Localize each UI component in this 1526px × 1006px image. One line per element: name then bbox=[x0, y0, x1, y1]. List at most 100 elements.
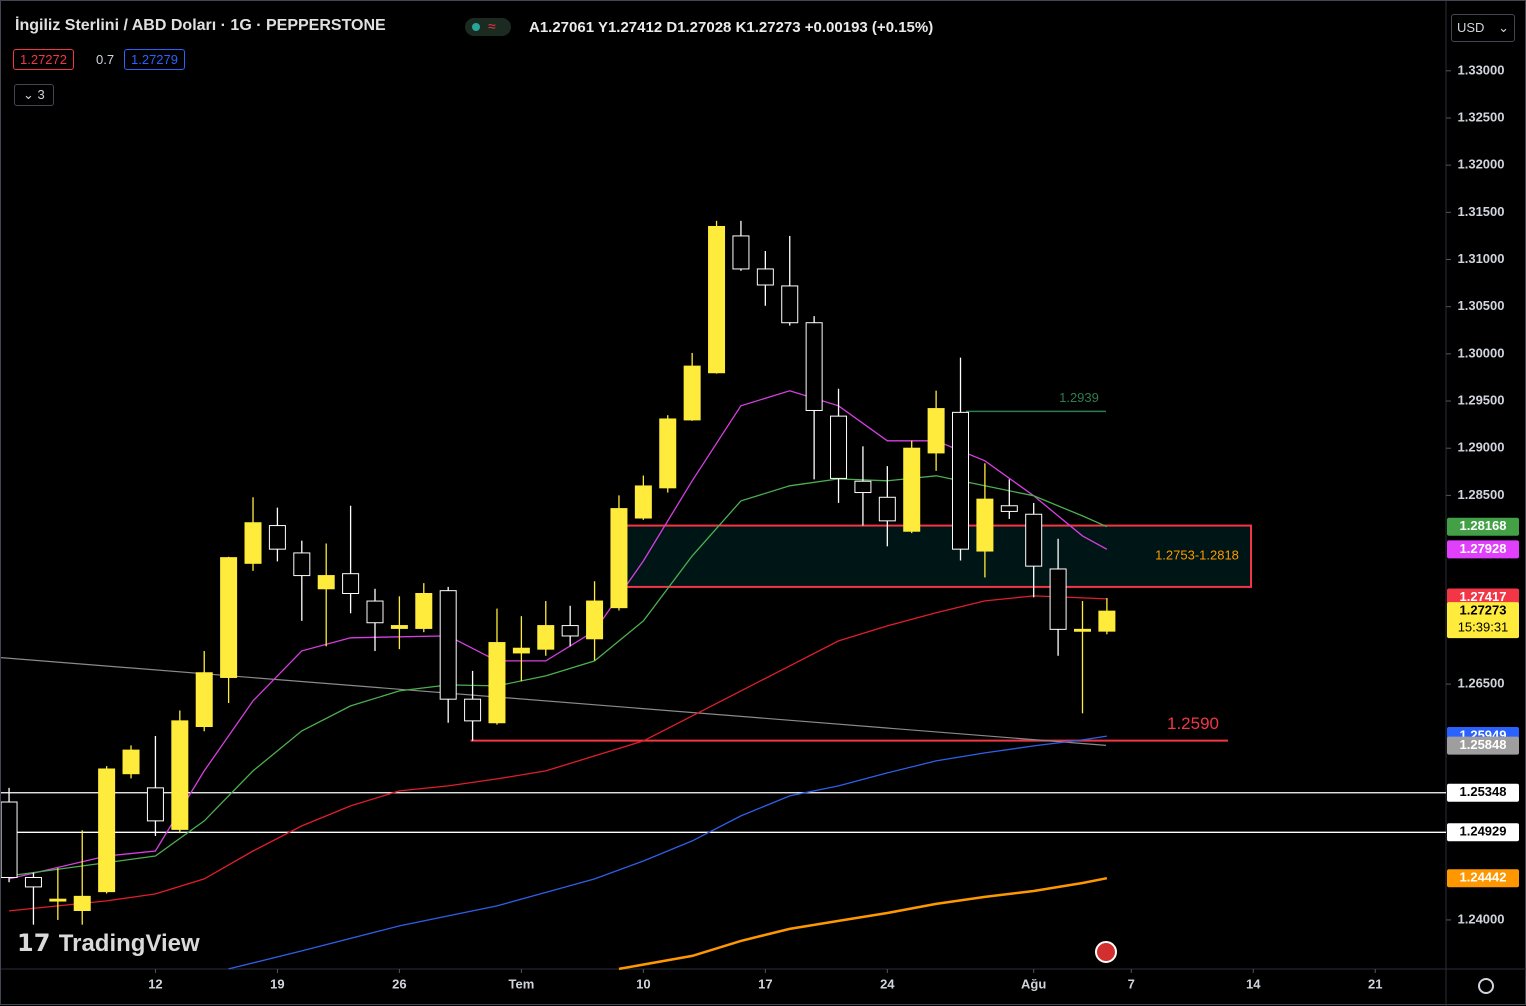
price-badge-label: 1.25348 bbox=[1460, 784, 1507, 799]
candle-body bbox=[1073, 628, 1091, 632]
candle-body bbox=[854, 480, 872, 494]
candle-body bbox=[171, 720, 189, 830]
y-tick-label: 1.31000 bbox=[1458, 251, 1505, 266]
currency: USD bbox=[1457, 20, 1485, 35]
candle-body bbox=[268, 525, 286, 550]
price-badge bbox=[1447, 588, 1519, 607]
candle-body bbox=[24, 876, 42, 888]
y-tick-label: 1.32000 bbox=[1458, 157, 1505, 172]
moving-average bbox=[228, 735, 1108, 970]
y-tick-label: 1.30500 bbox=[1458, 298, 1505, 313]
logo: 𝟭𝟳 TradingView bbox=[17, 929, 200, 957]
price-badge bbox=[1447, 783, 1519, 802]
candle-body bbox=[439, 590, 457, 700]
moving-average bbox=[618, 876, 1108, 971]
x-tick-label: 14 bbox=[1246, 976, 1261, 991]
logo-text: TradingView bbox=[58, 930, 200, 957]
candle-body bbox=[756, 268, 774, 286]
support-label: 1.2590 bbox=[1167, 714, 1219, 733]
indicators-toggle[interactable]: ⌄ 3 bbox=[14, 84, 54, 106]
sell-price[interactable]: 1.27272 bbox=[13, 49, 74, 70]
candle-body bbox=[1025, 513, 1043, 567]
trendline bbox=[1, 657, 1107, 746]
candle-body bbox=[293, 552, 311, 577]
candle-body bbox=[732, 235, 750, 270]
candle-body bbox=[659, 418, 677, 489]
x-tick-label: 7 bbox=[1128, 976, 1135, 991]
price-badge-label: 1.27928 bbox=[1460, 541, 1507, 556]
candle-body bbox=[390, 625, 408, 629]
candle-body bbox=[903, 447, 921, 532]
candle-body bbox=[1000, 505, 1018, 512]
candle-body bbox=[805, 322, 823, 411]
candle-body bbox=[512, 647, 530, 654]
x-tick-label: Ağu bbox=[1021, 976, 1046, 991]
x-tick-label: 21 bbox=[1368, 976, 1382, 991]
candle-body bbox=[195, 672, 213, 728]
x-tick-label: Tem bbox=[508, 976, 534, 991]
candle-body bbox=[878, 496, 896, 522]
status: ≈ bbox=[465, 18, 511, 36]
candle-body bbox=[98, 768, 116, 893]
y-tick-label: 1.31500 bbox=[1458, 204, 1505, 219]
currency-select[interactable]: USD ⌄ bbox=[1451, 14, 1515, 42]
candle-body bbox=[537, 625, 555, 650]
target-label: 1.2939 bbox=[1059, 390, 1099, 405]
event-flag bbox=[1095, 941, 1117, 963]
x-tick-label: 17 bbox=[758, 976, 772, 991]
candle-body bbox=[781, 285, 799, 324]
x-tick-label: 26 bbox=[392, 976, 406, 991]
y-tick-label: 1.33000 bbox=[1458, 62, 1505, 77]
ohlc: A1.27061 Y1.27412 D1.27028 K1.27273 +0.0… bbox=[529, 19, 934, 36]
candle-body bbox=[952, 411, 970, 550]
price-badge bbox=[1447, 736, 1519, 755]
candle-body bbox=[342, 573, 360, 594]
candle-body bbox=[464, 698, 482, 722]
candle-body bbox=[73, 895, 91, 912]
candle-body bbox=[634, 485, 652, 519]
zone bbox=[617, 524, 1252, 588]
settings-icon bbox=[1478, 978, 1494, 994]
candle-body bbox=[1098, 610, 1116, 632]
candle-body bbox=[708, 225, 726, 374]
candle-body bbox=[244, 522, 262, 564]
price-badge bbox=[1447, 602, 1519, 639]
candle-body bbox=[586, 600, 604, 640]
symbol-title[interactable]: İngiliz Sterlini / ABD Doları · 1G · PEP… bbox=[15, 17, 386, 34]
zone-label: 1.2753-1.2818 bbox=[1155, 548, 1239, 563]
candle-body bbox=[830, 415, 848, 479]
candle-body bbox=[122, 749, 140, 775]
y-tick-label: 1.28500 bbox=[1458, 487, 1505, 502]
candle-body bbox=[415, 592, 433, 629]
candle-body bbox=[683, 365, 701, 421]
indicator-count: 3 bbox=[37, 87, 45, 102]
price-badge bbox=[1447, 540, 1519, 559]
candle-body bbox=[366, 600, 384, 624]
candle-body bbox=[1049, 568, 1067, 630]
candle-body bbox=[1, 801, 18, 878]
candle-body bbox=[610, 508, 628, 609]
candle-body bbox=[146, 787, 164, 822]
moving-average bbox=[9, 595, 1107, 912]
y-tick-label: 1.32500 bbox=[1458, 109, 1505, 124]
y-tick-label: 1.29500 bbox=[1458, 392, 1505, 407]
price-badge-label: 1.24442 bbox=[1460, 870, 1507, 885]
price-badge-label: 1.25848 bbox=[1460, 737, 1507, 752]
spread: 0.7 bbox=[96, 52, 115, 67]
price-badge-label: 1.28168 bbox=[1460, 518, 1507, 533]
price-badge-label: 1.27417 bbox=[1460, 589, 1507, 604]
x-tick-label: 12 bbox=[148, 976, 162, 991]
y-tick-label: 1.29000 bbox=[1458, 440, 1505, 455]
x-tick-label: 19 bbox=[270, 976, 284, 991]
y-tick-label: 1.30000 bbox=[1458, 345, 1505, 360]
price-badge-label: 1.24929 bbox=[1460, 824, 1507, 839]
countdown: 15:39:31 bbox=[1458, 620, 1509, 635]
y-tick-label: 1.24000 bbox=[1458, 911, 1505, 926]
candle-body bbox=[220, 557, 238, 678]
x-tick-label: 10 bbox=[636, 976, 650, 991]
buy-price[interactable]: 1.27279 bbox=[124, 49, 185, 70]
price-badge bbox=[1447, 517, 1519, 536]
price-badge bbox=[1447, 869, 1519, 888]
